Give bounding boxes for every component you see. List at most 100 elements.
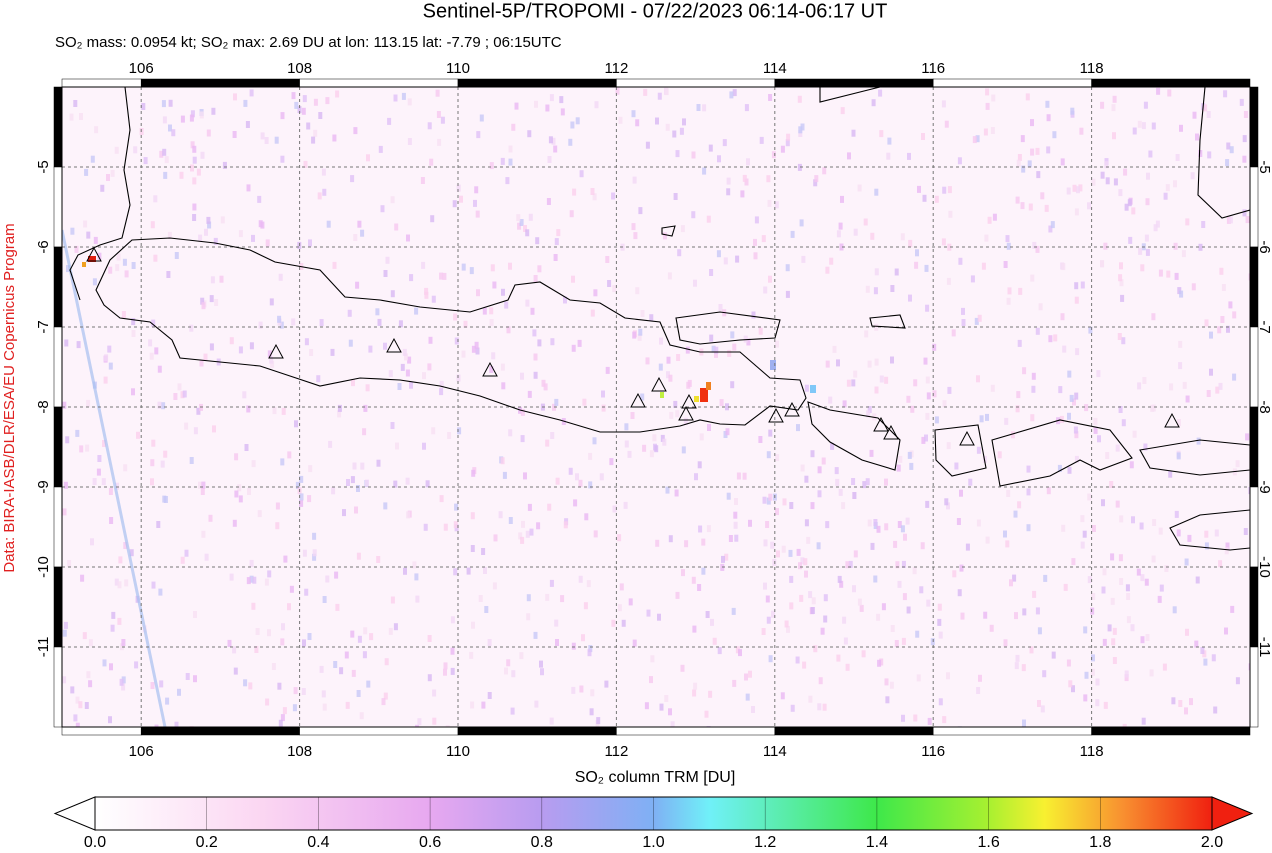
so2-pixel xyxy=(938,631,943,639)
so2-pixel xyxy=(108,488,113,495)
so2-pixel xyxy=(1118,189,1123,197)
so2-pixel xyxy=(514,102,519,110)
so2-pixel xyxy=(1015,654,1020,662)
so2-pixel xyxy=(697,584,702,591)
colorbar-tick-label: 1.0 xyxy=(642,834,664,851)
so2-pixel xyxy=(668,708,672,716)
so2-pixel xyxy=(220,216,225,224)
so2-pixel xyxy=(294,101,299,109)
so2-pixel xyxy=(640,393,645,401)
so2-pixel xyxy=(601,404,606,412)
so2-pixel xyxy=(484,606,489,613)
so2-pixel xyxy=(337,404,342,412)
so2-pixel xyxy=(445,725,450,727)
so2-pixel xyxy=(90,155,95,163)
so2-pixel xyxy=(571,344,576,352)
so2-pixel xyxy=(96,468,101,476)
so2-pixel xyxy=(906,395,911,403)
so2-pixel xyxy=(78,701,83,709)
so2-pixel xyxy=(366,680,371,688)
so2-pixel xyxy=(832,345,837,353)
coastline xyxy=(1139,439,1250,476)
so2-pixel xyxy=(492,281,497,289)
so2-pixel xyxy=(702,167,707,175)
so2-pixel xyxy=(997,451,1002,459)
so2-pixel xyxy=(1181,250,1186,258)
so2-pixel xyxy=(864,330,869,338)
so2-pixel xyxy=(443,668,447,676)
so2-pixel xyxy=(1012,574,1017,582)
so2-pixel xyxy=(1124,670,1129,678)
so2-pixel xyxy=(684,540,689,548)
so2-pixel xyxy=(198,481,202,489)
so2-pixel xyxy=(377,318,382,326)
so2-pixel xyxy=(680,664,685,672)
so2-pixel xyxy=(163,171,168,179)
so2-pixel xyxy=(662,232,667,240)
so2-pixel xyxy=(1082,530,1087,538)
so2-pixel xyxy=(88,680,93,688)
so2-pixel xyxy=(520,536,525,544)
so2-pixel xyxy=(1206,111,1211,118)
so2-pixel xyxy=(786,625,790,633)
so2-pixel xyxy=(618,116,623,124)
so2-pixel xyxy=(1169,383,1174,391)
frame-bar xyxy=(616,726,776,736)
so2-pixel xyxy=(919,586,924,594)
so2-pixel xyxy=(775,508,779,516)
so2-pixel xyxy=(424,291,429,299)
so2-pixel xyxy=(159,150,164,158)
grid xyxy=(62,87,1250,727)
so2-pixel xyxy=(867,519,872,527)
so2-pixel xyxy=(1003,639,1008,647)
so2-pixel xyxy=(866,410,871,418)
so2-pixel xyxy=(527,390,532,398)
so2-pixel xyxy=(1038,303,1043,311)
so2-pixel xyxy=(843,637,848,645)
so2-pixel xyxy=(785,290,790,298)
so2-pixel xyxy=(655,539,660,547)
so2-pixel xyxy=(1121,337,1126,345)
so2-pixel xyxy=(165,697,170,705)
so2-pixel xyxy=(1036,171,1041,179)
so2-pixel xyxy=(206,129,211,137)
so2-pixel xyxy=(571,686,576,694)
so2-pixel xyxy=(289,585,294,593)
so2-pixel xyxy=(738,649,742,657)
so2-pixel xyxy=(589,708,594,716)
so2-pixel xyxy=(908,294,912,302)
so2-pixel xyxy=(1130,624,1135,632)
so2-pixel xyxy=(1172,606,1177,614)
so2-pixel xyxy=(1074,392,1079,400)
so2-pixel xyxy=(719,399,724,407)
so2-pixel xyxy=(368,345,373,353)
so2-pixel xyxy=(1230,605,1235,613)
so2-pixel xyxy=(977,314,982,322)
so2-pixel xyxy=(704,710,709,718)
so2-pixel xyxy=(984,234,989,242)
so2-pixel xyxy=(874,188,879,196)
so2-pixel xyxy=(1112,657,1117,664)
so2-pixel xyxy=(965,543,970,551)
so2-pixel xyxy=(706,215,711,223)
so2-pixel xyxy=(1058,386,1063,394)
so2-pixel xyxy=(356,485,360,492)
so2-pixel xyxy=(339,667,344,675)
so2-pixel xyxy=(1014,612,1018,620)
so2-pixel xyxy=(1242,135,1247,143)
so2-pixel xyxy=(758,436,763,443)
so2-pixel xyxy=(244,444,249,451)
so2-pixel xyxy=(1020,135,1025,143)
so2-pixel xyxy=(908,239,913,247)
colorbar-tick-label: 0.4 xyxy=(307,834,329,851)
so2-pixel xyxy=(280,155,285,163)
so2-pixel xyxy=(789,602,794,610)
so2-pixel xyxy=(414,307,419,315)
so2-pixel xyxy=(972,136,977,144)
so2-pixel xyxy=(748,670,752,678)
so2-pixel xyxy=(666,371,670,379)
so2-pixel xyxy=(106,174,110,181)
so2-pixel xyxy=(313,98,318,106)
so2-pixel xyxy=(861,650,866,658)
so2-pixel xyxy=(976,519,981,527)
